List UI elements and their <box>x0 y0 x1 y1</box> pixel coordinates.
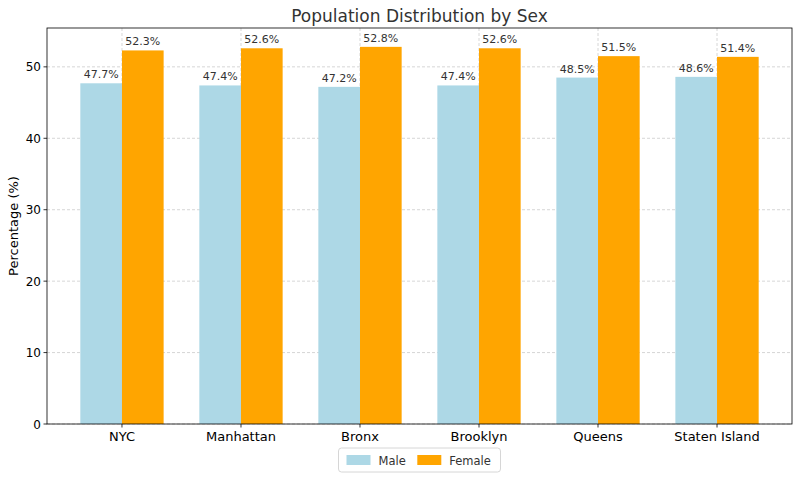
legend-swatch <box>347 455 371 465</box>
bar <box>675 77 717 424</box>
data-label: 52.6% <box>244 33 279 46</box>
bar <box>598 56 640 424</box>
bar <box>717 57 759 424</box>
legend: Male Female <box>339 448 501 472</box>
chart-title: Population Distribution by Sex <box>291 6 548 26</box>
y-tick-label: 40 <box>26 132 41 146</box>
bar <box>556 78 598 424</box>
x-tick-label: Queens <box>573 429 623 444</box>
y-tick-label: 20 <box>26 275 41 289</box>
y-tick <box>44 424 48 425</box>
y-tick-label: 50 <box>26 60 41 74</box>
data-label: 47.7% <box>84 68 119 81</box>
bar <box>199 85 241 424</box>
bar <box>360 47 402 424</box>
bar <box>479 48 521 424</box>
y-tick <box>44 209 48 210</box>
x-tick <box>359 424 360 428</box>
x-tick <box>240 424 241 428</box>
x-tick-label: NYC <box>109 429 135 444</box>
bars <box>80 47 758 424</box>
data-label: 47.4% <box>441 70 476 83</box>
y-tick <box>44 281 48 282</box>
plot-frame <box>47 28 792 424</box>
x-tick <box>479 424 480 428</box>
x-tick-label: Bronx <box>341 429 379 444</box>
y-tick-label: 10 <box>26 346 41 360</box>
data-label: 51.5% <box>601 41 636 54</box>
bar <box>122 50 164 424</box>
legend-swatch <box>417 455 441 465</box>
y-tick-label: 0 <box>33 418 41 432</box>
bar <box>318 87 360 424</box>
x-tick <box>121 424 122 428</box>
data-label: 52.8% <box>363 32 398 45</box>
bar <box>80 83 122 424</box>
grid <box>47 28 792 424</box>
data-label: 48.6% <box>679 62 714 75</box>
y-axis: 0 10 20 30 40 50 Percentage (%) <box>6 60 47 431</box>
x-tick-label: Manhattan <box>206 429 276 444</box>
x-tick <box>598 424 599 428</box>
data-labels: 47.7% 47.4% 47.2% 47.4% 48.5% 48.6% 52.3% 52.6%… <box>84 32 756 85</box>
y-axis-label: Percentage (%) <box>6 176 21 276</box>
bar <box>437 85 479 424</box>
chart-container: 47.7% 47.4% 47.2% 47.4% 48.5% 48.6% 52.3% 52.6%… <box>0 0 800 478</box>
bar <box>241 48 283 424</box>
x-tick <box>717 424 718 428</box>
chart-svg: 47.7% 47.4% 47.2% 47.4% 48.5% 48.6% 52.3% 52.6%… <box>0 0 800 478</box>
data-label: 52.3% <box>125 35 160 48</box>
data-label: 47.4% <box>203 70 238 83</box>
data-label: 48.5% <box>560 63 595 76</box>
y-tick <box>44 66 48 67</box>
data-label: 51.4% <box>720 42 755 55</box>
y-tick-label: 30 <box>26 203 41 217</box>
y-tick <box>44 352 48 353</box>
legend-label: Male <box>379 454 406 468</box>
data-label: 47.2% <box>322 72 357 85</box>
legend-label: Female <box>449 454 491 468</box>
x-tick-label: Staten Island <box>674 429 759 444</box>
x-tick-label: Brooklyn <box>451 429 508 444</box>
legend-box <box>339 448 501 472</box>
y-tick <box>44 138 48 139</box>
x-axis: NYC Manhattan Bronx Brooklyn Queens Staten Is… <box>109 424 760 444</box>
data-label: 52.6% <box>482 33 517 46</box>
